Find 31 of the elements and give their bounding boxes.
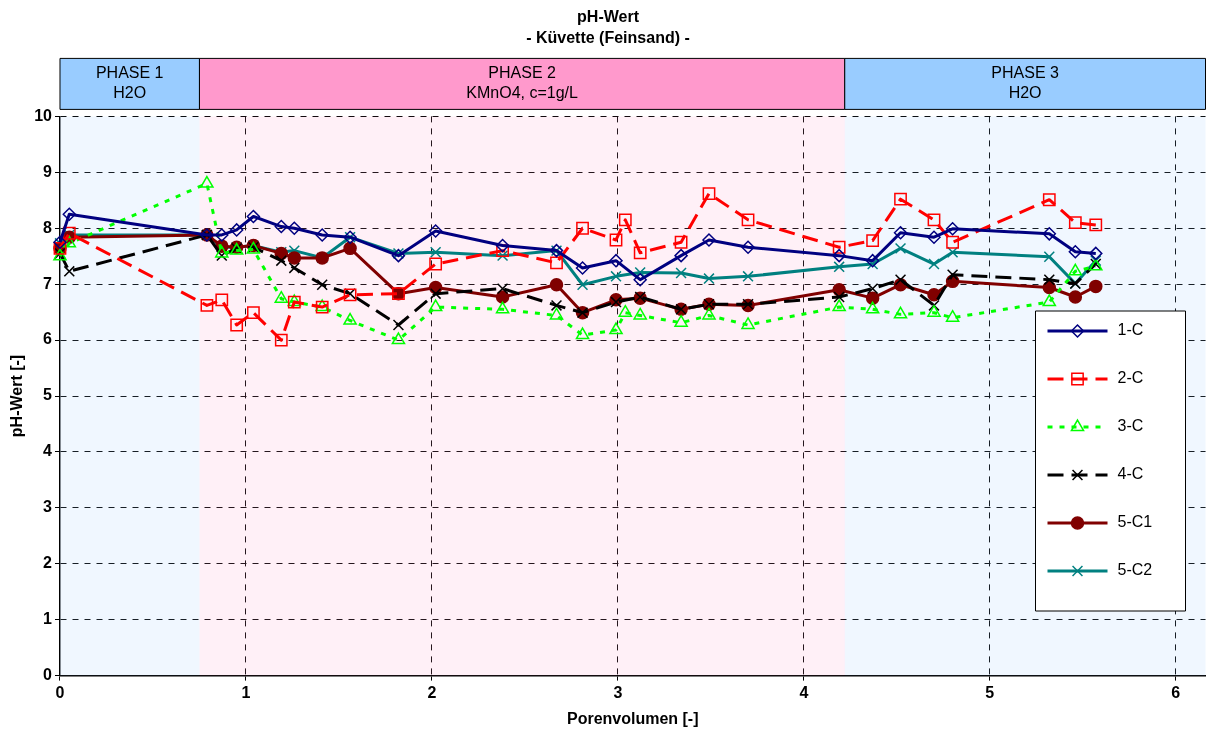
y-tick-label: 8 [43, 218, 53, 236]
x-tick-label: 3 [613, 683, 623, 701]
band-label: PHASE 2 KMnO4, c=1g/L [466, 64, 579, 102]
x-tick-label: 1 [241, 683, 251, 701]
y-tick-label: 0 [43, 666, 53, 684]
y-tick-label: 1 [43, 610, 53, 628]
band-label: PHASE 1 H2O [95, 64, 164, 102]
legend-label: 2-C [1117, 369, 1144, 387]
y-tick-label: 5 [43, 386, 53, 404]
x-axis-title: Porenvolumen [-] [566, 709, 699, 727]
legend-label: 3-C [1117, 417, 1144, 435]
chart-subtitle: - Küvette (Feinsand) - [526, 29, 690, 47]
x-tick-label: 4 [799, 683, 809, 701]
legend-label: 5-C1 [1117, 513, 1153, 531]
x-tick-label: 2 [427, 683, 437, 701]
y-tick-label: 4 [43, 442, 53, 460]
y-tick-label: 10 [34, 106, 53, 124]
y-tick-label: 2 [43, 554, 53, 572]
y-tick-label: 7 [43, 274, 53, 292]
y-tick-label: 6 [43, 330, 53, 348]
y-axis-title: pH-Wert [-] [8, 354, 26, 438]
band-label: PHASE 3 H2O [991, 64, 1060, 102]
x-tick-label: 0 [55, 683, 65, 701]
x-tick-label: 5 [985, 683, 995, 701]
legend-label: 1-C [1117, 321, 1144, 339]
y-tick-label: 3 [43, 498, 53, 516]
legend-label: 5-C2 [1117, 561, 1153, 579]
y-tick-label: 9 [43, 162, 53, 180]
x-tick-label: 6 [1171, 683, 1181, 701]
legend-label: 4-C [1117, 465, 1144, 483]
chart-title: pH-Wert [577, 8, 640, 26]
